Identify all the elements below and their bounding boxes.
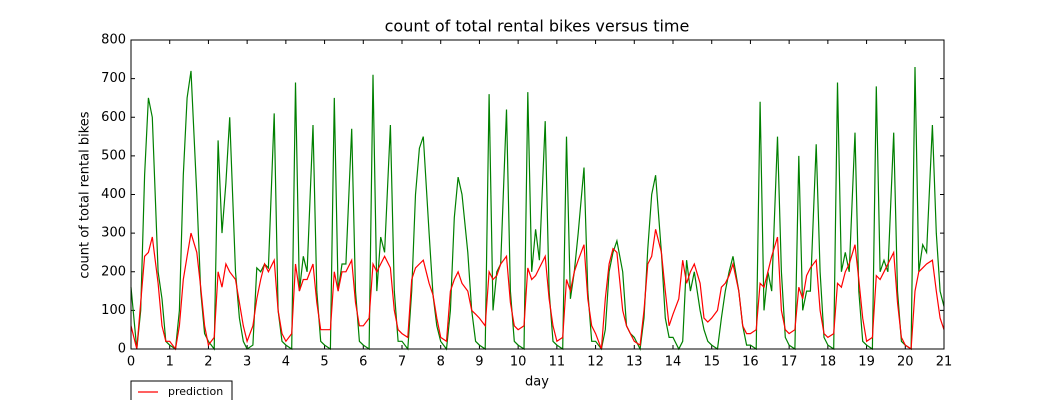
- y-axis-label: count of total rental bikes: [78, 111, 93, 278]
- y-tick-label: 200: [101, 264, 126, 279]
- x-tick-label: 9: [475, 355, 483, 370]
- x-tick-label: 4: [282, 355, 290, 370]
- x-tick-label: 6: [359, 355, 367, 370]
- y-tick-label: 500: [101, 148, 126, 163]
- series-line: [130, 229, 945, 351]
- x-tick-label: 20: [897, 355, 914, 370]
- y-tick-label: 400: [101, 187, 126, 202]
- x-tick-label: 10: [510, 355, 527, 370]
- x-tick-label: 8: [437, 355, 445, 370]
- y-tick-label: 100: [101, 303, 126, 318]
- y-tick-label: 700: [101, 71, 126, 86]
- x-tick-label: 2: [204, 355, 212, 370]
- x-tick-label: 1: [166, 355, 174, 370]
- y-tick-label: 300: [101, 226, 126, 241]
- x-tick-label: 7: [398, 355, 406, 370]
- legend-box: [130, 380, 233, 400]
- x-tick-label: 0: [127, 355, 135, 370]
- chart-title: count of total rental bikes versus time: [385, 17, 690, 36]
- x-axis-label: day: [525, 375, 549, 390]
- x-tick-label: 5: [320, 355, 328, 370]
- legend-label: prediction: [168, 385, 223, 398]
- series-line: [130, 66, 945, 352]
- x-tick-label: 15: [703, 355, 720, 370]
- plot-frame: [130, 39, 945, 350]
- y-tick-label: 800: [101, 33, 126, 48]
- y-tick-label: 0: [118, 342, 126, 357]
- x-tick-label: 3: [243, 355, 251, 370]
- x-tick-label: 19: [858, 355, 875, 370]
- x-tick-label: 18: [820, 355, 837, 370]
- x-tick-label: 21: [936, 355, 953, 370]
- x-tick-label: 17: [781, 355, 798, 370]
- x-tick-label: 16: [742, 355, 759, 370]
- x-tick-label: 12: [587, 355, 604, 370]
- x-tick-label: 14: [665, 355, 682, 370]
- x-tick-label: 13: [626, 355, 643, 370]
- x-tick-label: 11: [549, 355, 566, 370]
- y-tick-label: 600: [101, 110, 126, 125]
